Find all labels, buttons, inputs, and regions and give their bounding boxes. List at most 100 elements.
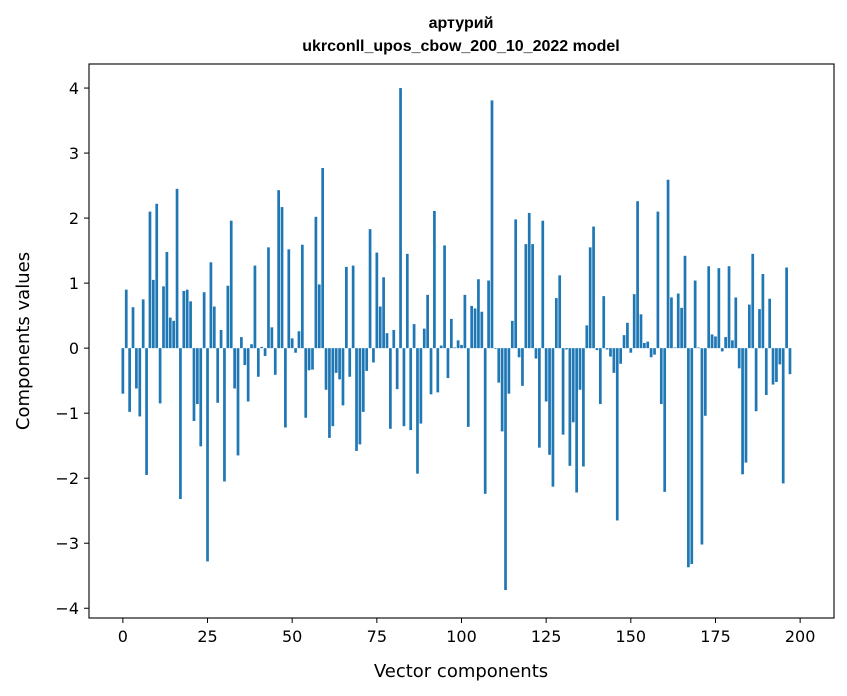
y-tick-label: 2 bbox=[69, 209, 79, 228]
bar bbox=[256, 348, 260, 377]
bar bbox=[273, 348, 277, 375]
bar bbox=[131, 307, 135, 349]
bar bbox=[151, 279, 155, 349]
bar bbox=[361, 348, 365, 412]
bar bbox=[263, 348, 267, 356]
bar bbox=[531, 244, 534, 349]
bar bbox=[297, 331, 301, 349]
bar bbox=[724, 337, 727, 349]
bar bbox=[690, 348, 694, 565]
x-tick-label: 100 bbox=[446, 627, 477, 646]
bar bbox=[378, 306, 382, 349]
bar bbox=[571, 348, 575, 423]
bar bbox=[514, 219, 518, 349]
bar bbox=[622, 335, 626, 349]
bars-group bbox=[121, 88, 792, 591]
bar bbox=[710, 334, 714, 349]
x-axis-ticks: 0 25 50 75 100 125 150 175 200 bbox=[118, 618, 815, 646]
bar bbox=[643, 342, 646, 349]
bar bbox=[680, 307, 683, 349]
bar bbox=[233, 348, 236, 389]
bar bbox=[392, 329, 396, 349]
chart-title: артурий bbox=[429, 15, 494, 32]
bar bbox=[527, 212, 531, 349]
bar bbox=[646, 341, 650, 349]
bar bbox=[253, 265, 257, 349]
bar bbox=[615, 348, 619, 521]
bar bbox=[609, 348, 612, 357]
bar bbox=[121, 348, 125, 394]
y-tick-label: 4 bbox=[69, 79, 79, 98]
bar bbox=[223, 348, 226, 482]
bar bbox=[656, 211, 660, 349]
bar bbox=[145, 348, 148, 475]
bar bbox=[267, 247, 270, 349]
bar bbox=[429, 348, 433, 395]
bar bbox=[720, 348, 724, 352]
bar bbox=[409, 348, 413, 431]
x-tick-label: 75 bbox=[367, 627, 387, 646]
bar bbox=[510, 320, 514, 349]
bar bbox=[206, 348, 209, 562]
x-tick-label: 175 bbox=[700, 627, 731, 646]
bar bbox=[568, 348, 572, 466]
bar bbox=[385, 333, 389, 349]
bar bbox=[703, 348, 707, 416]
bar bbox=[416, 348, 419, 474]
x-tick-label: 25 bbox=[197, 627, 217, 646]
bar bbox=[466, 348, 470, 427]
bar bbox=[128, 348, 131, 412]
bar bbox=[649, 348, 653, 358]
bar bbox=[565, 348, 568, 350]
bar bbox=[612, 348, 616, 373]
bar bbox=[304, 348, 308, 418]
bar bbox=[687, 348, 690, 568]
bar bbox=[717, 268, 721, 349]
bar bbox=[324, 348, 328, 390]
bar bbox=[321, 168, 325, 349]
bar bbox=[578, 348, 582, 390]
bar bbox=[334, 348, 338, 373]
x-tick-label: 150 bbox=[616, 627, 647, 646]
bar bbox=[192, 348, 196, 421]
bar bbox=[598, 348, 602, 405]
bar bbox=[216, 348, 220, 403]
bar bbox=[365, 348, 369, 371]
bar bbox=[124, 289, 128, 349]
bar bbox=[541, 220, 545, 349]
bar bbox=[351, 265, 355, 349]
bar bbox=[707, 266, 711, 349]
bar bbox=[504, 348, 507, 591]
bar bbox=[473, 308, 477, 349]
bar bbox=[659, 348, 663, 405]
bar bbox=[229, 220, 233, 349]
bar bbox=[636, 201, 639, 349]
y-tick-label: 0 bbox=[69, 339, 79, 358]
bar bbox=[209, 262, 213, 349]
plot-frame bbox=[88, 63, 835, 619]
y-tick-label: −4 bbox=[55, 599, 79, 618]
bar bbox=[260, 346, 264, 349]
bar bbox=[165, 251, 169, 349]
bar bbox=[412, 324, 416, 349]
bar bbox=[592, 226, 595, 349]
bar bbox=[626, 322, 629, 349]
bar bbox=[632, 294, 636, 349]
bar bbox=[517, 348, 521, 358]
bar bbox=[399, 88, 402, 349]
bar bbox=[246, 348, 250, 402]
bar bbox=[751, 253, 755, 349]
bar bbox=[785, 267, 788, 349]
bar bbox=[341, 348, 345, 406]
bar bbox=[666, 179, 670, 349]
y-axis-label: Components values bbox=[13, 252, 34, 430]
bar bbox=[463, 294, 467, 349]
bar bbox=[372, 348, 375, 363]
bar bbox=[202, 292, 206, 349]
bar bbox=[653, 348, 656, 355]
bar bbox=[382, 277, 385, 349]
bar bbox=[449, 318, 453, 349]
bar bbox=[243, 348, 247, 366]
chart-subtitle: ukrconll_upos_cbow_200_10_2022 model bbox=[302, 38, 619, 55]
